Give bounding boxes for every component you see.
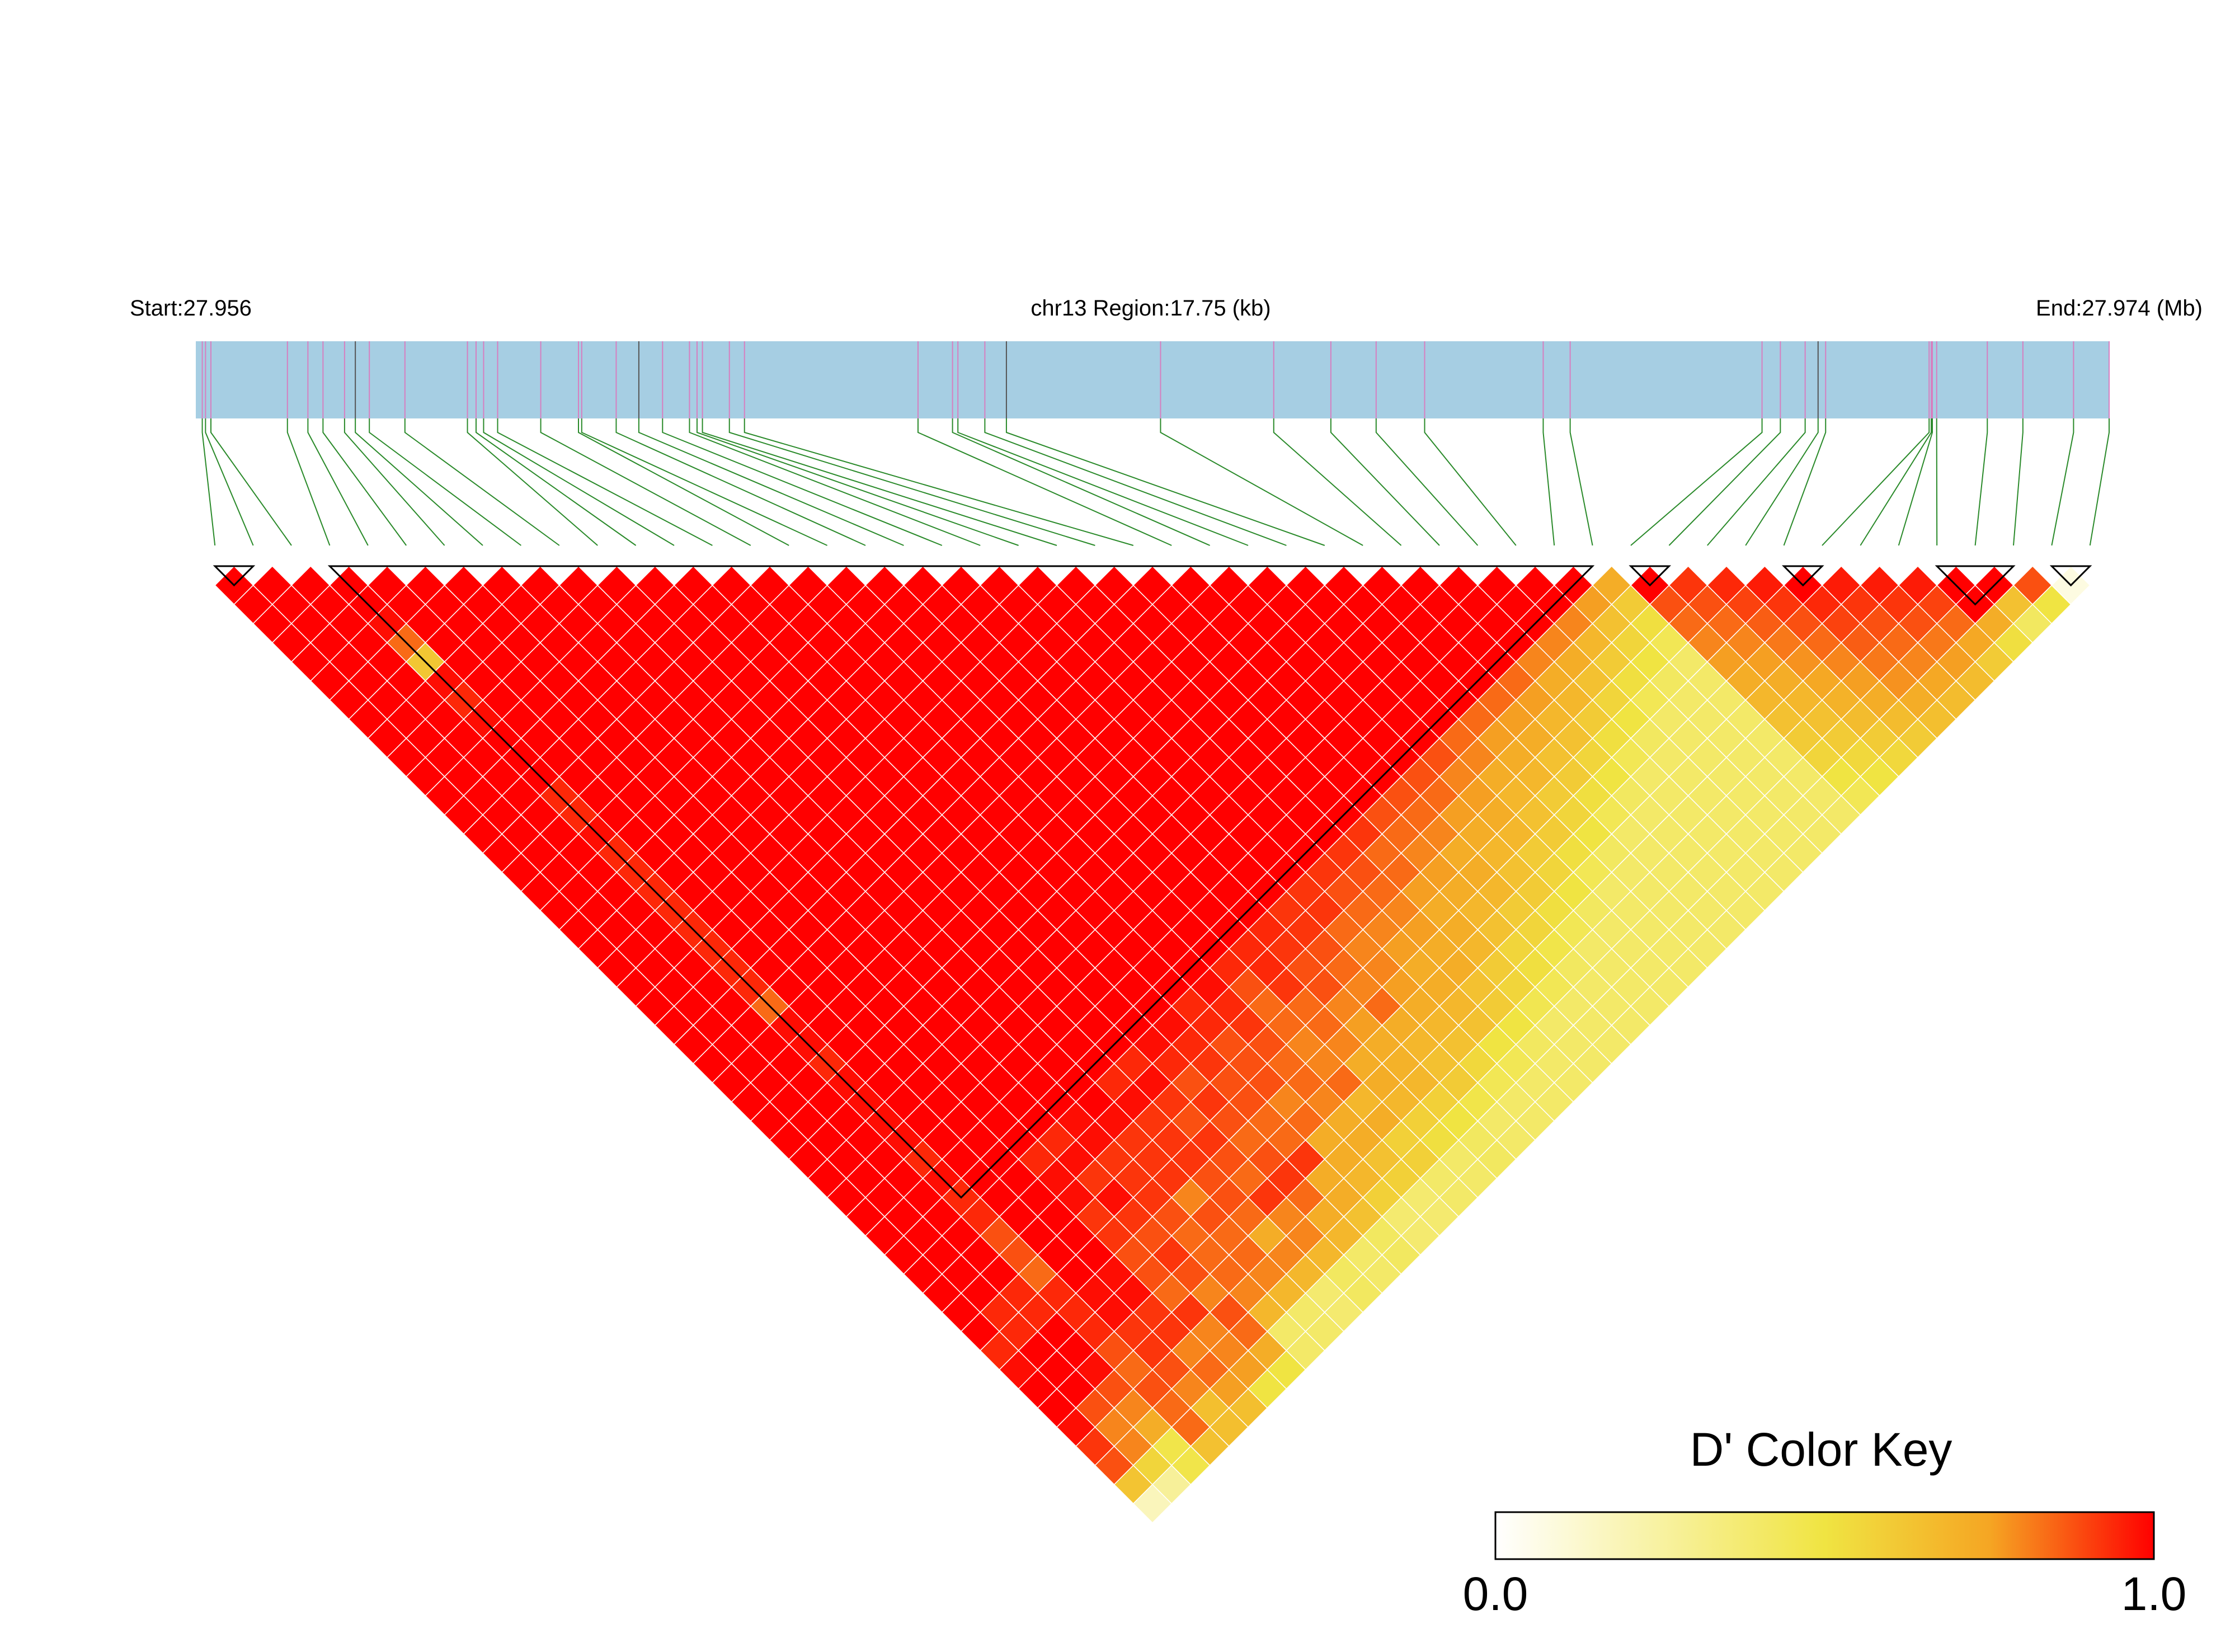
snp-connector — [638, 418, 904, 546]
region-header: Start:27.956 chr13 Region:17.75 (kb) End… — [130, 296, 2203, 321]
snp-connector — [1898, 418, 1933, 546]
snp-connector — [497, 418, 713, 546]
region-label: chr13 Region:17.75 (kb) — [1031, 296, 1271, 321]
start-label: Start:27.956 — [130, 296, 252, 321]
snp-connector — [1375, 418, 1479, 546]
snp-connector — [205, 418, 254, 546]
snp-connector — [615, 418, 866, 546]
snp-connector — [1974, 418, 1988, 546]
snp-connector — [1745, 418, 1819, 546]
snp-connector-lines — [201, 418, 2110, 546]
snp-connector — [2051, 418, 2074, 546]
snp-connector — [1860, 418, 1932, 546]
snp-connector — [728, 418, 1095, 546]
snp-connector — [1542, 418, 1555, 546]
snp-connector — [210, 418, 292, 546]
snp-connector — [1424, 418, 1517, 546]
haplotype-block — [213, 565, 256, 587]
snp-connector — [1783, 418, 1827, 546]
snp-connector — [1569, 418, 1593, 546]
snp-connector — [702, 418, 1057, 546]
snp-connector — [984, 418, 1287, 546]
snp-connector — [483, 418, 675, 546]
snp-connector — [307, 418, 369, 546]
haplotype-block — [1781, 565, 1824, 587]
snp-connector — [578, 418, 789, 546]
snp-connector — [689, 418, 981, 546]
snp-connector — [1707, 418, 1806, 546]
haplotype-block-outlines — [213, 565, 2092, 1199]
color-key-max-label: 1.0 — [2121, 1568, 2187, 1620]
snp-connector — [344, 418, 445, 546]
color-key-min-label: 0.0 — [1463, 1568, 1528, 1620]
haplotype-block — [2049, 565, 2092, 587]
snp-connector — [952, 418, 1211, 546]
color-key-title: D' Color Key — [1690, 1423, 1952, 1476]
snp-connector — [1273, 418, 1402, 546]
snp-connector — [1822, 418, 1930, 546]
snp-connector — [581, 418, 828, 546]
end-label: End:27.974 (Mb) — [2036, 296, 2203, 321]
haplotype-block — [1629, 565, 1672, 587]
snp-connector — [540, 418, 751, 546]
snp-connector — [1668, 418, 1781, 546]
snp-connector — [355, 418, 483, 546]
snp-connector — [1630, 418, 1763, 546]
snp-connector — [322, 418, 407, 546]
snp-connector — [1330, 418, 1440, 546]
snp-connector — [201, 418, 216, 546]
snp-connector — [1160, 418, 1363, 546]
snp-connector — [744, 418, 1134, 546]
chromosome-track — [196, 341, 2109, 418]
snp-connector — [2013, 418, 2024, 546]
color-key: D' Color Key 0.0 1.0 — [1463, 1423, 2187, 1620]
snp-connector — [475, 418, 637, 546]
snp-connector — [369, 418, 521, 546]
snp-connector — [917, 418, 1172, 546]
snp-connector — [957, 418, 1249, 546]
haplotype-block — [1935, 565, 2016, 606]
snp-connector — [696, 418, 1019, 546]
color-key-bar — [1494, 1511, 2155, 1560]
snp-connector — [467, 418, 598, 546]
snp-connector — [2089, 418, 2110, 546]
snp-connector — [286, 418, 331, 546]
snp-connector — [662, 418, 943, 546]
haplotype-block — [327, 565, 1595, 1199]
snp-position-ticks — [201, 341, 2110, 418]
ld-matrix-cells — [214, 565, 2091, 1524]
snp-connector — [1005, 418, 1325, 546]
snp-connector — [404, 418, 560, 546]
